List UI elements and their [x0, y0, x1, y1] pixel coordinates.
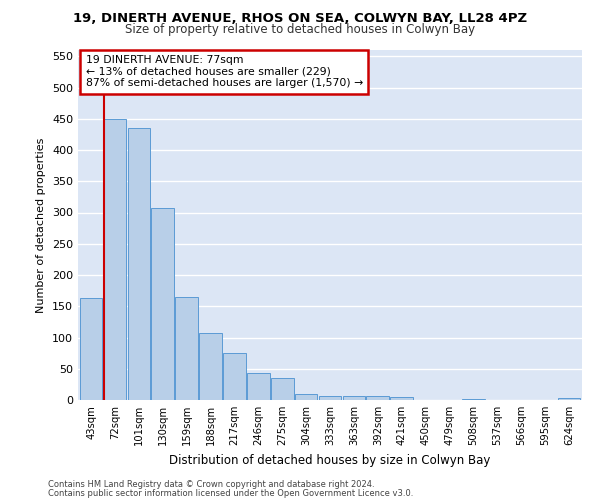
- Bar: [223, 353, 246, 400]
- Bar: [247, 373, 269, 400]
- Bar: [295, 394, 317, 400]
- Bar: [391, 397, 413, 400]
- Bar: [271, 378, 293, 400]
- Text: 19 DINERTH AVENUE: 77sqm
← 13% of detached houses are smaller (229)
87% of semi-: 19 DINERTH AVENUE: 77sqm ← 13% of detach…: [86, 56, 363, 88]
- Y-axis label: Number of detached properties: Number of detached properties: [37, 138, 46, 312]
- Bar: [104, 119, 127, 400]
- Bar: [175, 297, 198, 400]
- Bar: [319, 396, 341, 400]
- Bar: [199, 333, 222, 400]
- Bar: [128, 128, 150, 400]
- Text: Contains HM Land Registry data © Crown copyright and database right 2024.: Contains HM Land Registry data © Crown c…: [48, 480, 374, 489]
- Bar: [557, 398, 580, 400]
- Text: Contains public sector information licensed under the Open Government Licence v3: Contains public sector information licen…: [48, 488, 413, 498]
- Bar: [80, 298, 103, 400]
- Bar: [462, 399, 485, 400]
- Text: Size of property relative to detached houses in Colwyn Bay: Size of property relative to detached ho…: [125, 24, 475, 36]
- Bar: [367, 396, 389, 400]
- Bar: [343, 396, 365, 400]
- Text: 19, DINERTH AVENUE, RHOS ON SEA, COLWYN BAY, LL28 4PZ: 19, DINERTH AVENUE, RHOS ON SEA, COLWYN …: [73, 12, 527, 26]
- X-axis label: Distribution of detached houses by size in Colwyn Bay: Distribution of detached houses by size …: [169, 454, 491, 466]
- Bar: [151, 208, 174, 400]
